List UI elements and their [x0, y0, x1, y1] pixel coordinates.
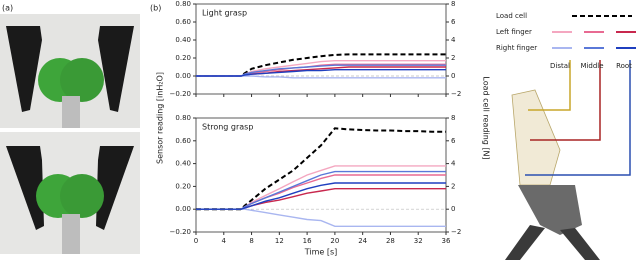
legend-column: Distal [550, 62, 570, 70]
series-line [196, 174, 446, 210]
y-tick-label: 0.40 [175, 160, 191, 168]
y2-tick-label: 4 [451, 160, 456, 168]
y2-tick-label: 6 [451, 137, 456, 145]
y-tick-label: −0.20 [170, 228, 191, 236]
series-line [196, 165, 446, 210]
y-tick-label: 0.80 [175, 0, 191, 8]
legend-label: Right finger [496, 44, 537, 52]
y-tick-label: 0.80 [175, 114, 191, 122]
ball [60, 174, 104, 218]
series-line [196, 69, 446, 77]
y-tick-label: 0.20 [175, 182, 191, 190]
finger-render [511, 89, 561, 186]
link [560, 228, 600, 260]
plot-frame [195, 3, 447, 95]
finger [6, 146, 44, 230]
x-tick-label: 28 [386, 237, 395, 245]
x-tick-label: 20 [330, 237, 339, 245]
x-tick-label: 0 [194, 237, 198, 245]
y2-tick-label: 2 [451, 54, 455, 62]
wire [525, 60, 631, 176]
x-tick-label: 8 [249, 237, 253, 245]
robot-render [505, 60, 631, 260]
legend-label: Load cell [496, 12, 527, 20]
y2-tick-label: 8 [451, 0, 455, 8]
stand [62, 96, 80, 128]
x-tick-label: 4 [222, 237, 227, 245]
y2-tick-label: 8 [451, 114, 455, 122]
y-tick-label: 0.20 [175, 54, 191, 62]
x-axis-label: Time [s] [304, 248, 338, 257]
series-line [196, 66, 446, 77]
wire [528, 60, 571, 111]
y2-tick-label: 4 [451, 36, 456, 44]
series-line [196, 188, 446, 210]
series-line [196, 208, 446, 227]
panel-label: (a) [2, 4, 13, 13]
stand [62, 214, 80, 254]
y-tick-label: 0.40 [175, 36, 191, 44]
panel-title: Strong grasp [202, 123, 253, 132]
y-tick-label: −0.20 [170, 90, 191, 98]
series-line [196, 182, 446, 210]
y2-tick-label: 0 [451, 205, 455, 213]
finger [6, 26, 42, 112]
y2-tick-label: −2 [451, 90, 461, 98]
y2-tick-label: 6 [451, 18, 456, 26]
panel-label: (b) [150, 4, 161, 13]
panel-title: Light grasp [202, 9, 247, 18]
x-tick-label: 24 [358, 237, 367, 245]
base [518, 185, 582, 235]
photos [0, 14, 140, 254]
legend-label: Left finger [496, 28, 532, 36]
y2-tick-label: 0 [451, 72, 455, 80]
legend-column: Root [616, 62, 632, 70]
x-tick-label: 36 [442, 237, 451, 245]
y-tick-label: 0.00 [175, 72, 191, 80]
ball [60, 58, 104, 102]
x-tick-label: 16 [303, 237, 312, 245]
y-tick-label: 0.60 [175, 137, 191, 145]
finger [96, 146, 134, 230]
y-tick-label: 0.00 [175, 205, 191, 213]
link [505, 225, 545, 260]
y-tick-label: 0.60 [175, 18, 191, 26]
legend-column: Middle [580, 62, 603, 70]
x-tick-label: 32 [414, 237, 423, 245]
y2-axis-label: Load cell reading [N] [482, 76, 491, 159]
wire [530, 60, 601, 141]
series-line [196, 127, 446, 211]
y2-tick-label: −2 [451, 228, 461, 236]
y2-tick-label: 2 [451, 182, 455, 190]
x-tick-label: 12 [275, 237, 284, 245]
y-axis-label: Sensor reading [inH₂O] [156, 72, 165, 164]
finger [98, 26, 134, 112]
